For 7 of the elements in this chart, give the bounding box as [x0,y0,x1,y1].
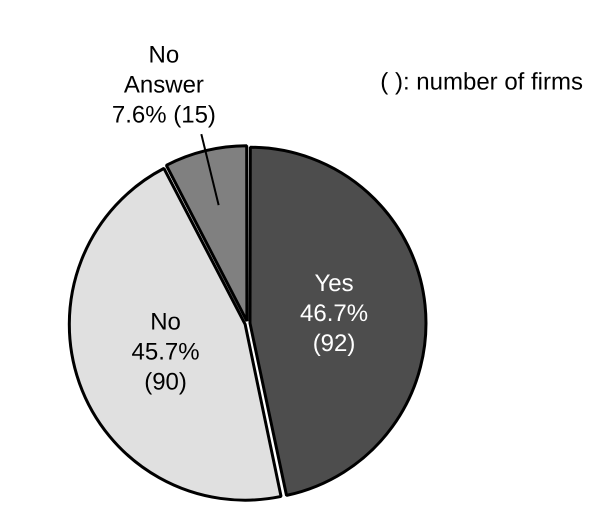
text: ( ): number of firms [380,68,583,96]
data-label: 45.7% (90) [132,338,200,396]
slice-label: No Answer [124,41,204,98]
data-label: 46.7% (92) [300,300,368,358]
slice-label: No [150,308,181,336]
data-label: 7.6% (15) [112,101,216,128]
slice-label: Yes [314,270,354,298]
